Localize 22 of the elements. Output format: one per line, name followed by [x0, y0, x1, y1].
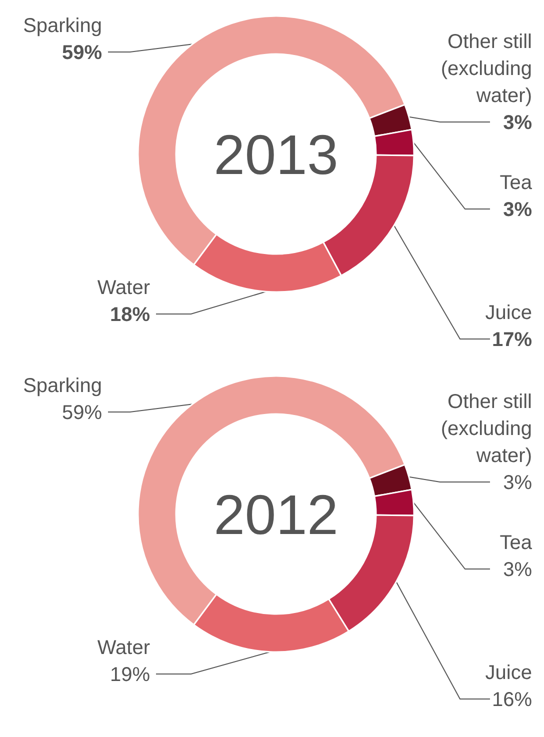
data-label: 18% — [110, 304, 150, 326]
slice-label: Sparking — [23, 375, 102, 397]
text: 2012 — [214, 483, 338, 546]
slice-label: Juice — [485, 302, 532, 324]
data-label: 3% — [503, 112, 532, 134]
data-label: 59% — [62, 42, 102, 64]
data-label: 3% — [503, 559, 532, 581]
slice-label: Water — [97, 277, 150, 299]
data-label: 3% — [503, 472, 532, 494]
data-label: 19% — [110, 664, 150, 686]
data-label: 59% — [62, 402, 102, 424]
data-label: 3% — [503, 199, 532, 221]
text: 2013 — [214, 123, 338, 186]
slice-label: Tea — [500, 532, 533, 554]
slice-label: Sparking — [23, 15, 102, 37]
slice-label: Water — [97, 637, 150, 659]
slice-label: Tea — [500, 172, 533, 194]
data-label: 17% — [492, 329, 532, 351]
slice-label: Other still (excluding water) — [440, 391, 532, 467]
slice-label: Juice — [485, 662, 532, 684]
data-label: 16% — [492, 689, 532, 711]
slice-label: Other still (excluding water) — [440, 31, 532, 107]
